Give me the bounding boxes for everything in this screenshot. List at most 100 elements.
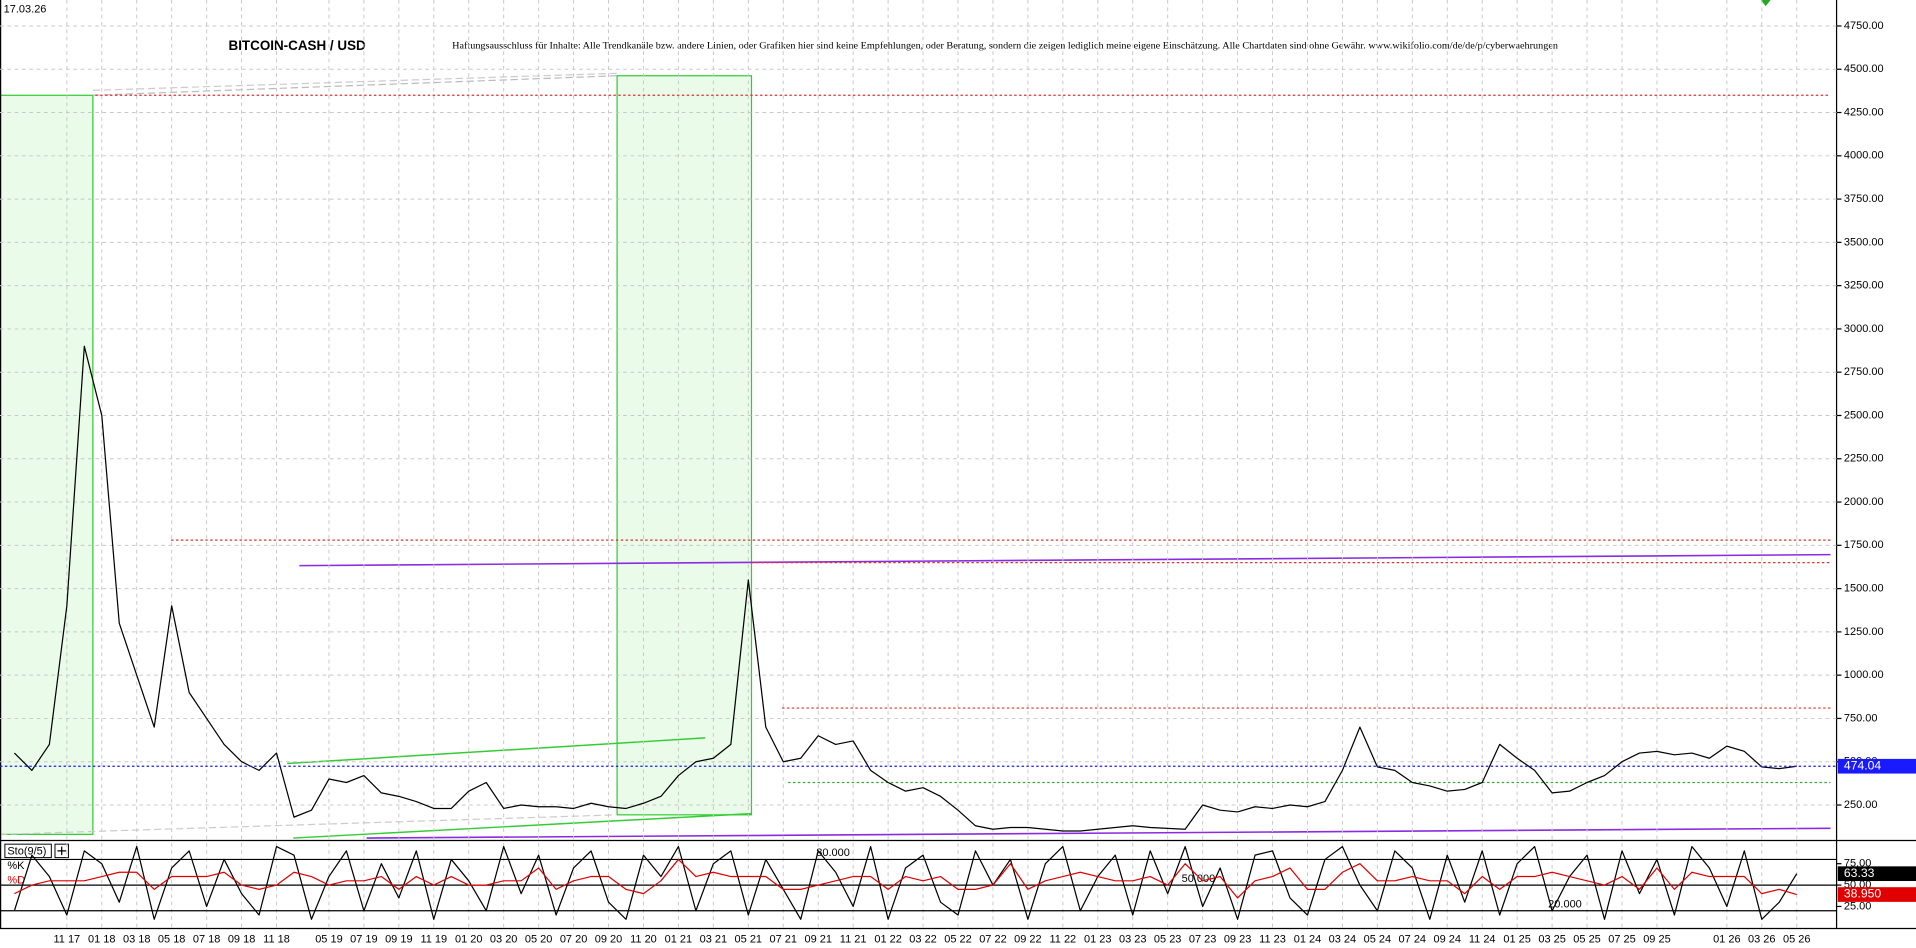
x-tick-label: 05 22 xyxy=(944,933,972,945)
x-tick-label: 07 22 xyxy=(979,933,1007,945)
value-label: 63.33 xyxy=(1844,866,1875,880)
x-tick-label: 03 18 xyxy=(123,933,151,945)
x-tick-label: 05 20 xyxy=(525,933,553,945)
y-tick-label: 1250.00 xyxy=(1844,626,1884,638)
chart-title: BITCOIN-CASH / USD xyxy=(229,38,367,53)
x-tick-label: 01 21 xyxy=(665,933,693,945)
indicator-box xyxy=(4,843,52,859)
x-tick-label: 09 24 xyxy=(1434,933,1462,945)
x-tick-label: 11 18 xyxy=(263,933,290,945)
y-tick-label: 25.00 xyxy=(1844,900,1872,912)
drawings xyxy=(0,0,1831,839)
y-tick-label: 4250.00 xyxy=(1844,106,1884,118)
x-tick-label: 05 21 xyxy=(735,933,763,945)
highlight-box xyxy=(616,75,753,816)
value-box xyxy=(1837,866,1916,882)
x-tick-label: 07 25 xyxy=(1608,933,1636,945)
y-tick-label: 2250.00 xyxy=(1844,453,1884,465)
x-tick-label: 09 19 xyxy=(385,933,413,945)
x-tick-label: 05 23 xyxy=(1154,933,1182,945)
y-tick-label: 1000.00 xyxy=(1844,669,1884,681)
x-tick-label: 03 23 xyxy=(1119,933,1147,945)
x-tick-label: 07 20 xyxy=(560,933,588,945)
x-tick-label: 01 25 xyxy=(1503,933,1531,945)
y-tick-label: 4000.00 xyxy=(1844,150,1884,162)
x-tick-label: 07 23 xyxy=(1189,933,1217,945)
y-tick-label: 1500.00 xyxy=(1844,583,1884,595)
x-tick-label: 05 19 xyxy=(315,933,343,945)
x-tick-label: 09 18 xyxy=(228,933,256,945)
price-line xyxy=(13,345,1797,832)
trend-line xyxy=(299,553,1831,567)
x-tick-label: 11 23 xyxy=(1259,933,1286,945)
plus-icon xyxy=(57,846,66,856)
x-tick-label: 11 24 xyxy=(1469,933,1496,945)
x-tick-label: 09 22 xyxy=(1014,933,1042,945)
x-tick-label: 05 24 xyxy=(1364,933,1392,945)
y-tick-label: 2000.00 xyxy=(1844,496,1884,508)
price-line xyxy=(14,858,1797,899)
highlight-box xyxy=(0,94,94,835)
y-tick-label: 3750.00 xyxy=(1844,193,1884,205)
x-tick-label: 05 26 xyxy=(1783,933,1811,945)
x-tick-label: 07 18 xyxy=(193,933,221,945)
x-tick-label: 03 21 xyxy=(700,933,728,945)
x-tick-label: 01 23 xyxy=(1084,933,1112,945)
trend-line xyxy=(0,814,618,835)
x-tick-label: 03 24 xyxy=(1329,933,1357,945)
x-tick-label: 09 20 xyxy=(595,933,623,945)
marker xyxy=(1760,0,1771,7)
value-box xyxy=(1837,758,1916,774)
indicator-title: Sto(9/5) xyxy=(7,845,46,857)
x-tick-label: 07 21 xyxy=(770,933,798,945)
y-tick-label: 4750.00 xyxy=(1844,20,1884,32)
x-tick-label: 11 19 xyxy=(420,933,447,945)
x-tick-label: 11 20 xyxy=(630,933,657,945)
x-tick-label: 01 20 xyxy=(455,933,483,945)
trend-line xyxy=(366,827,1831,839)
level-label: 20.000 xyxy=(1548,899,1582,911)
disclaimer: Haftungsausschluss für Inhalte: Alle Tre… xyxy=(452,41,1558,52)
x-tick-label: 05 18 xyxy=(158,933,186,945)
y-tick-label: 50.00 xyxy=(1844,879,1872,891)
y-tick-label: 4500.00 xyxy=(1844,63,1884,75)
value-label: 38.950 xyxy=(1844,887,1882,901)
x-tick-label: 07 24 xyxy=(1399,933,1427,945)
y-tick-label: 2500.00 xyxy=(1844,409,1884,421)
level-label: 80.000 xyxy=(816,847,850,859)
y-tick-label: 750.00 xyxy=(1844,712,1878,724)
y-tick-label: 3000.00 xyxy=(1844,323,1884,335)
price-line xyxy=(13,845,1798,920)
legend-label: %D xyxy=(7,875,25,887)
x-tick-label: 05 25 xyxy=(1573,933,1601,945)
x-tick-label: 09 25 xyxy=(1643,933,1671,945)
x-tick-label: 01 22 xyxy=(874,933,902,945)
x-tick-label: 11 22 xyxy=(1049,933,1076,945)
x-tick-label: 09 23 xyxy=(1224,933,1252,945)
x-tick-label: 01 26 xyxy=(1713,933,1741,945)
x-tick-label: 03 20 xyxy=(490,933,518,945)
x-tick-label: 09 21 xyxy=(804,933,832,945)
value-label: 474.04 xyxy=(1844,758,1882,772)
value-box xyxy=(1837,887,1916,902)
x-tick-label: 03 26 xyxy=(1748,933,1776,945)
channel-line xyxy=(293,812,752,839)
x-tick-label: 07 19 xyxy=(350,933,378,945)
x-tick-label: 01 24 xyxy=(1294,933,1322,945)
legend-label: %K xyxy=(7,860,25,872)
date: 17.03.26 xyxy=(4,4,47,16)
level-label: 50.000 xyxy=(1182,873,1216,885)
x-tick-label: 01 18 xyxy=(88,933,116,945)
channel-line xyxy=(287,737,706,765)
y-tick-label: 1750.00 xyxy=(1844,539,1884,551)
x-tick-label: 11 17 xyxy=(53,933,80,945)
y-tick-label: 75.00 xyxy=(1844,858,1872,870)
x-tick-label: 03 22 xyxy=(909,933,937,945)
y-tick-label: 3250.00 xyxy=(1844,280,1884,292)
y-tick-label: 250.00 xyxy=(1844,799,1878,811)
y-tick-label: 3500.00 xyxy=(1844,236,1884,248)
x-tick-label: 11 21 xyxy=(840,933,867,945)
